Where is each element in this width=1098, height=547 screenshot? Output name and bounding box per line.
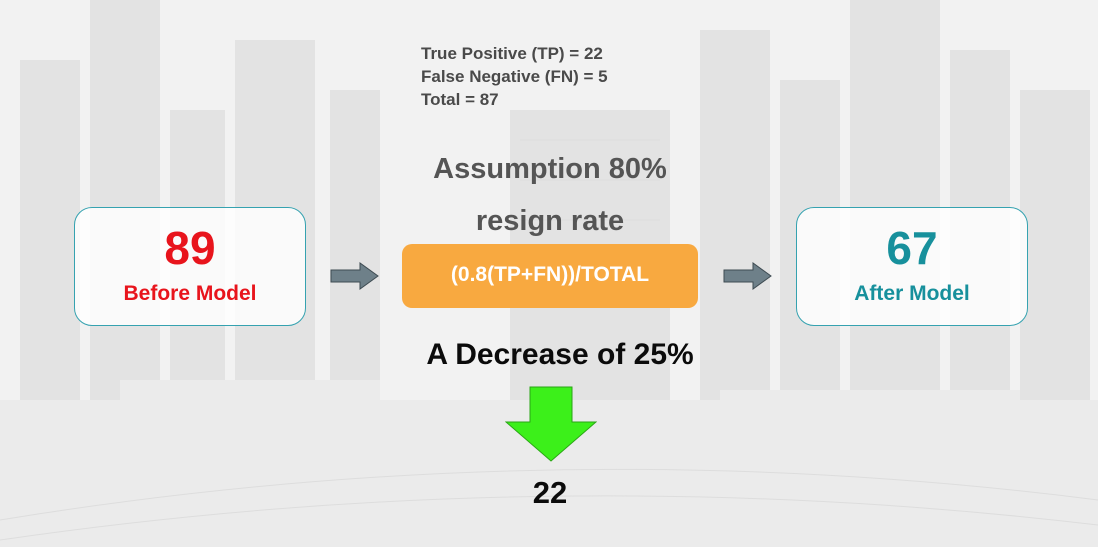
formula-box: (0.8(TP+FN))/TOTAL [402,244,698,308]
arrow-right-icon [330,262,379,290]
false-negative-stat: False Negative (FN) = 5 [421,67,608,86]
after-model-card: 67 After Model [796,207,1028,326]
after-model-label: After Model [854,282,970,305]
arrow-down-icon [505,386,597,462]
before-model-label: Before Model [123,282,257,305]
assumption-line-1: Assumption 80% [433,153,667,185]
decrease-text: A Decrease of 25% [426,338,694,371]
after-model-value: 67 [886,222,938,274]
true-positive-stat: True Positive (TP) = 22 [421,44,603,63]
before-model-value: 89 [164,222,216,274]
arrow-right-icon [723,262,772,290]
total-stat: Total = 87 [421,90,499,109]
result-value: 22 [532,475,568,510]
assumption-line-2: resign rate [475,205,625,237]
before-model-card: 89 Before Model [74,207,306,326]
confusion-stats: True Positive (TP) = 22 False Negative (… [421,42,608,111]
